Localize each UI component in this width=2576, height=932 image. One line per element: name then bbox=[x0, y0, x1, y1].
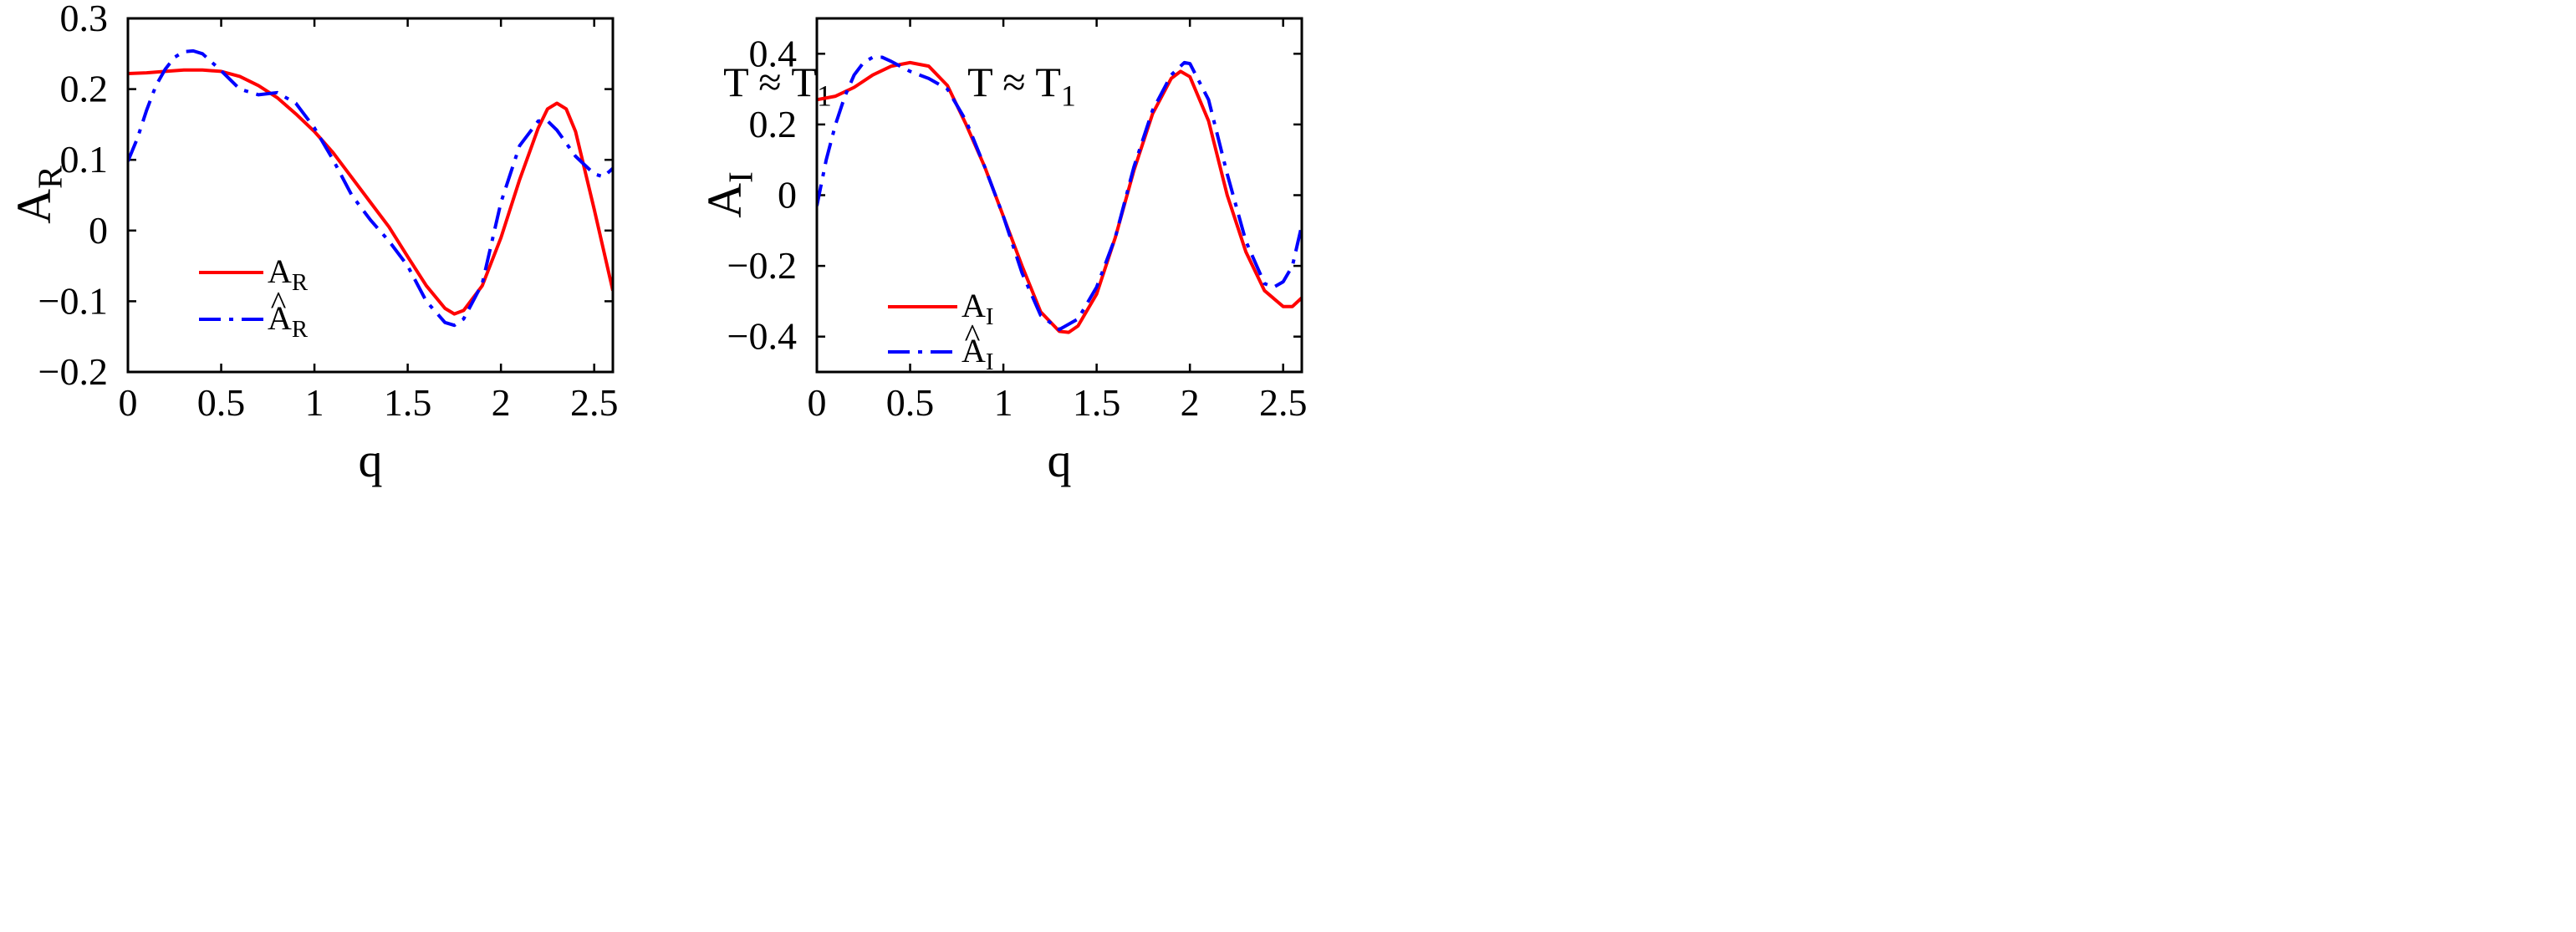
temperature-annotation: T ≈ T1 bbox=[967, 59, 1076, 113]
x-tick-label: 2 bbox=[1181, 381, 1200, 424]
x-axis-label: q bbox=[359, 433, 383, 487]
plot-frame bbox=[815, 17, 1303, 374]
legend-entry-label: AR bbox=[268, 252, 309, 296]
y-axis-label: AR bbox=[7, 166, 69, 224]
series-line bbox=[817, 60, 1302, 334]
series-line-hat bbox=[817, 55, 1302, 332]
x-tick-label: 2.5 bbox=[570, 381, 619, 424]
x-tick-label: 2 bbox=[492, 381, 511, 424]
y-tick-label: −0.2 bbox=[727, 244, 797, 287]
y-tick-label: 0.2 bbox=[749, 103, 798, 145]
x-tick-label: 0 bbox=[808, 381, 827, 424]
legend-entry-label: AR bbox=[268, 299, 309, 343]
series-line bbox=[128, 68, 613, 316]
legend-entry-label: AI bbox=[962, 287, 993, 330]
plot-frame bbox=[126, 17, 615, 374]
y-tick-label: 0.3 bbox=[60, 0, 109, 39]
series-line-hat bbox=[128, 48, 613, 328]
y-tick-label: −0.4 bbox=[727, 315, 797, 358]
temperature-annotation: T ≈ T1 bbox=[723, 59, 832, 113]
legend-entry-label: AI bbox=[962, 332, 993, 375]
x-tick-label: 2.5 bbox=[1259, 381, 1308, 424]
y-tick-label: 0 bbox=[778, 174, 797, 216]
left-chart-panel: 0 0.5 1 1.5 2 2.5 −0.2 −0.1 0 0.1 0.2 0.3 q AR T ≈ T1 A… bbox=[7, 0, 832, 487]
y-tick-label: 0.4 bbox=[749, 32, 798, 74]
x-tick-label: 1 bbox=[305, 381, 324, 424]
y-tick-label: −0.2 bbox=[38, 350, 108, 393]
hat-accent: ^ bbox=[965, 317, 981, 354]
y-tick-label: 0.1 bbox=[60, 138, 109, 181]
x-tick-label: 0.5 bbox=[886, 381, 935, 424]
x-tick-label: 0.5 bbox=[197, 381, 246, 424]
y-tick-label: 0 bbox=[89, 209, 108, 252]
x-tick-label: 1.5 bbox=[1073, 381, 1121, 424]
x-tick-label: 0 bbox=[119, 381, 138, 424]
x-tick-label: 1 bbox=[994, 381, 1013, 424]
hat-accent: ^ bbox=[271, 284, 287, 322]
x-tick-label: 1.5 bbox=[384, 381, 432, 424]
y-axis-label: AI bbox=[697, 171, 760, 218]
x-axis-label: q bbox=[1048, 433, 1072, 487]
y-tick-label: −0.1 bbox=[38, 279, 108, 322]
y-tick-label: 0.2 bbox=[60, 68, 109, 110]
